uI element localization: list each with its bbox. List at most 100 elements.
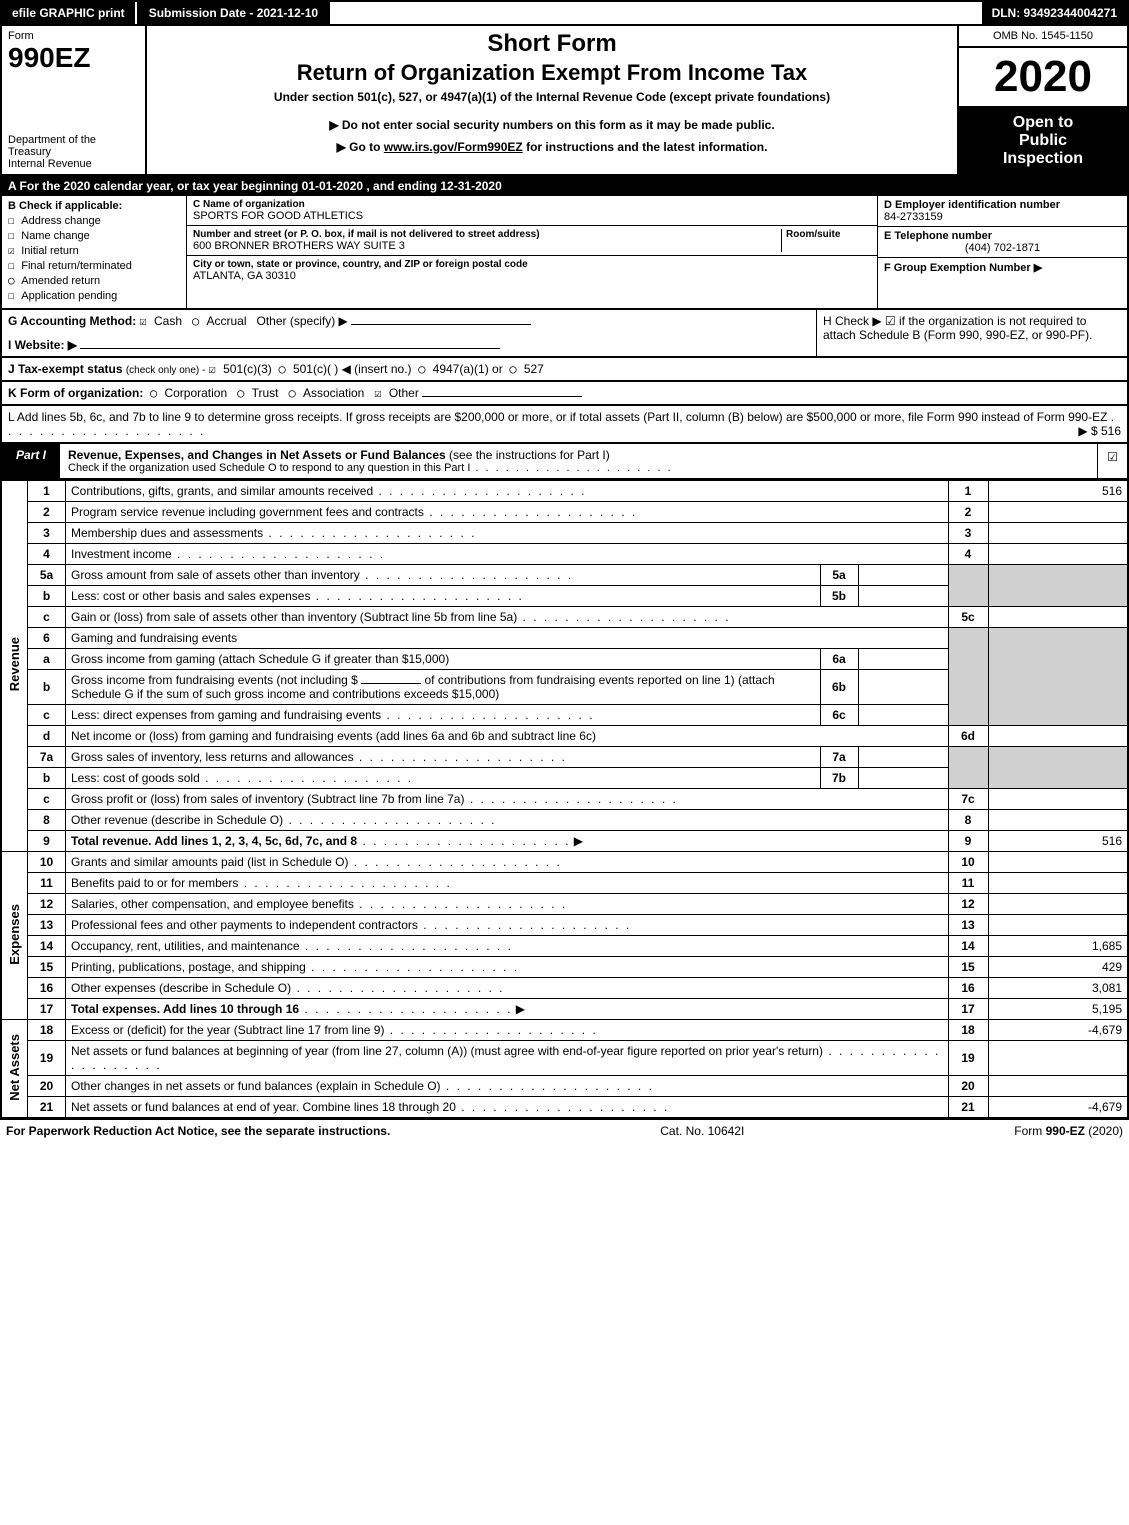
chk-final-return[interactable] [8, 259, 21, 272]
part1-header: Part I Revenue, Expenses, and Changes in… [0, 444, 1129, 480]
l4-num: 4 [28, 544, 66, 565]
l16-amt: 3,081 [988, 978, 1128, 999]
chk-4947[interactable] [418, 362, 432, 376]
l8-amt [988, 810, 1128, 831]
l2-desc: Program service revenue including govern… [66, 502, 949, 523]
l10-amt [988, 852, 1128, 873]
l6c-num: c [28, 705, 66, 726]
open-line2: Public [963, 132, 1123, 150]
chk-address-change[interactable] [8, 214, 21, 227]
chk-corp[interactable] [150, 386, 164, 400]
l7b-num: b [28, 768, 66, 789]
department-label: Department of the Treasury Internal Reve… [8, 134, 139, 170]
under-section: Under section 501(c), 527, or 4947(a)(1)… [155, 90, 949, 104]
l7-shade1 [948, 747, 988, 789]
part1-title-note: (see the instructions for Part I) [449, 448, 610, 462]
l5c-desc: Gain or (loss) from sale of assets other… [66, 607, 949, 628]
chk-amended-return[interactable] [8, 274, 21, 287]
other-specify-input[interactable] [351, 324, 531, 325]
l11-amt [988, 873, 1128, 894]
part1-sub-text: Check if the organization used Schedule … [68, 462, 470, 474]
l6b-desc: Gross income from fundraising events (no… [66, 670, 821, 705]
l5c-num: c [28, 607, 66, 628]
part1-checkbox[interactable]: ☑ [1097, 444, 1127, 478]
l7c-desc: Gross profit or (loss) from sales of inv… [66, 789, 949, 810]
l21-amt: -4,679 [988, 1097, 1128, 1118]
irs-link[interactable]: www.irs.gov/Form990EZ [384, 140, 523, 154]
l3-rn: 3 [948, 523, 988, 544]
omb-number: OMB No. 1545-1150 [959, 26, 1127, 48]
l5-shade2 [988, 565, 1128, 607]
chk-cash[interactable] [140, 314, 154, 328]
chk-other-org[interactable] [374, 386, 388, 400]
c-room-label: Room/suite [786, 229, 871, 240]
j-note: (check only one) - [126, 365, 205, 376]
lbl-501c: 501(c)( ) ◀ (insert no.) [293, 362, 412, 376]
l15-amt: 429 [988, 957, 1128, 978]
tax-year: 2020 [959, 48, 1127, 108]
l13-rn: 13 [948, 915, 988, 936]
header-left: Form 990EZ Department of the Treasury In… [2, 26, 147, 174]
d-label: D Employer identification number [884, 199, 1121, 211]
l9-amt: 516 [988, 831, 1128, 852]
dept-line1: Department of the Treasury [8, 134, 139, 158]
chk-501c3[interactable] [209, 362, 223, 376]
chk-name-change[interactable] [8, 229, 21, 242]
l17-amt: 5,195 [988, 999, 1128, 1020]
l7b-sv [858, 768, 948, 789]
chk-501c[interactable] [278, 362, 292, 376]
part1-sub: Check if the organization used Schedule … [68, 462, 1089, 474]
row-k: K Form of organization: Corporation Trus… [0, 382, 1129, 406]
l3-amt [988, 523, 1128, 544]
l3-desc: Membership dues and assessments [66, 523, 949, 544]
lbl-cash: Cash [154, 314, 182, 328]
org-city: ATLANTA, GA 30310 [193, 270, 871, 282]
row-a-tax-year: A For the 2020 calendar year, or tax yea… [0, 176, 1129, 196]
other-org-input[interactable] [422, 396, 582, 397]
row-gh: G Accounting Method: Cash Accrual Other … [0, 310, 1129, 358]
chk-trust[interactable] [237, 386, 251, 400]
chk-application-pending[interactable] [8, 289, 21, 302]
form-label: Form [8, 30, 139, 42]
footer-mid: Cat. No. 10642I [660, 1124, 744, 1138]
l9-num: 9 [28, 831, 66, 852]
l10-num: 10 [28, 852, 66, 873]
l7a-num: 7a [28, 747, 66, 768]
l6-desc: Gaming and fundraising events [66, 628, 949, 649]
lbl-address-change: Address change [21, 215, 101, 227]
l4-rn: 4 [948, 544, 988, 565]
l6c-desc: Less: direct expenses from gaming and fu… [66, 705, 821, 726]
side-netassets-text: Net Assets [7, 1034, 22, 1101]
chk-initial-return[interactable] [8, 244, 21, 257]
l7a-sv [858, 747, 948, 768]
row-l: L Add lines 5b, 6c, and 7b to line 9 to … [0, 406, 1129, 444]
l18-num: 18 [28, 1020, 66, 1041]
l20-desc: Other changes in net assets or fund bala… [66, 1076, 949, 1097]
l17-rn: 17 [948, 999, 988, 1020]
l9-rn: 9 [948, 831, 988, 852]
header-mid: Short Form Return of Organization Exempt… [147, 26, 957, 174]
chk-accrual[interactable] [192, 314, 206, 328]
h-text: H Check ▶ ☑ if the organization is not r… [823, 314, 1092, 342]
chk-assoc[interactable] [289, 386, 303, 400]
return-title: Return of Organization Exempt From Incom… [155, 60, 949, 86]
l1-num: 1 [28, 481, 66, 502]
lbl-final-return: Final return/terminated [21, 260, 132, 272]
efile-print-button[interactable]: efile GRAPHIC print [2, 2, 137, 24]
website-input[interactable] [80, 348, 500, 349]
box-d: D Employer identification number 84-2733… [877, 196, 1127, 308]
chk-527[interactable] [509, 362, 523, 376]
l21-num: 21 [28, 1097, 66, 1118]
l-amount: ▶ $ 516 [1078, 424, 1121, 438]
l4-amt [988, 544, 1128, 565]
l7c-rn: 7c [948, 789, 988, 810]
l7-shade2 [988, 747, 1128, 789]
l16-desc: Other expenses (describe in Schedule O) [66, 978, 949, 999]
l11-rn: 11 [948, 873, 988, 894]
l8-desc: Other revenue (describe in Schedule O) [66, 810, 949, 831]
l6d-num: d [28, 726, 66, 747]
l7a-sn: 7a [820, 747, 858, 768]
i-label: I Website: ▶ [8, 338, 77, 352]
l6-shade2 [988, 628, 1128, 726]
box-b: B Check if applicable: Address change Na… [2, 196, 187, 308]
